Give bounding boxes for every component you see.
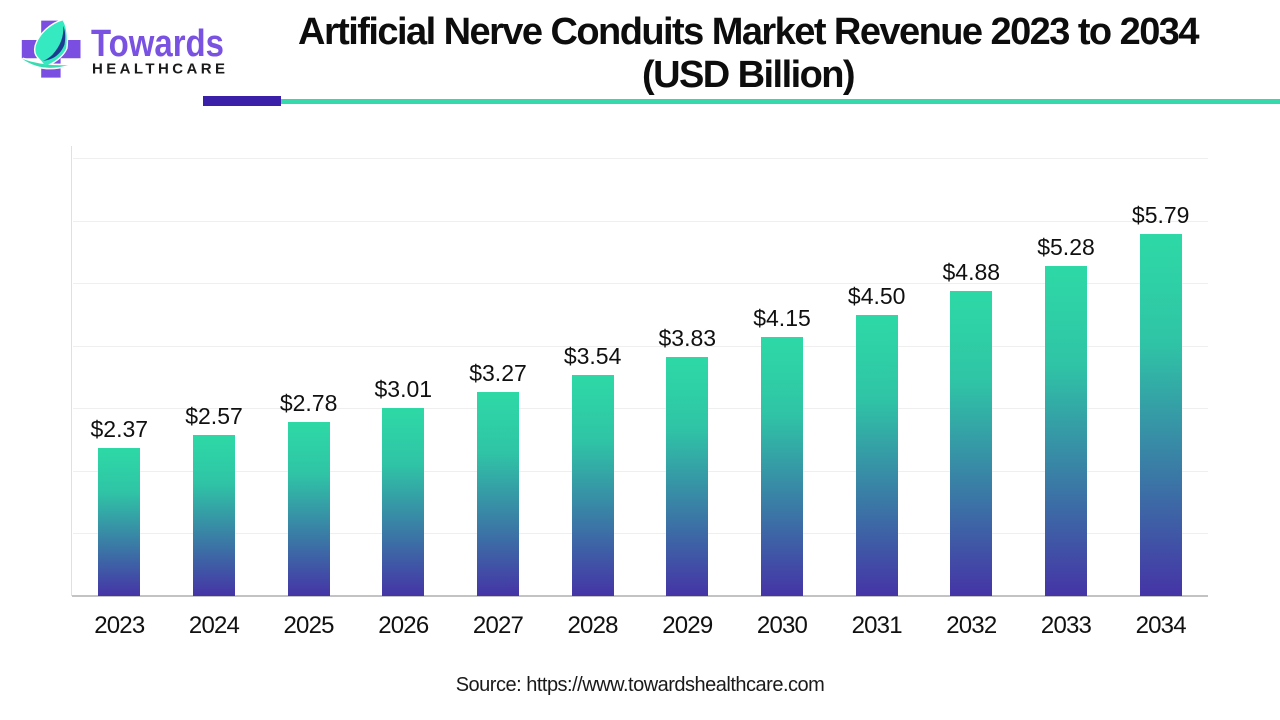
svg-text:HEALTHCARE: HEALTHCARE <box>92 61 225 78</box>
svg-text:Towards: Towards <box>91 23 224 65</box>
